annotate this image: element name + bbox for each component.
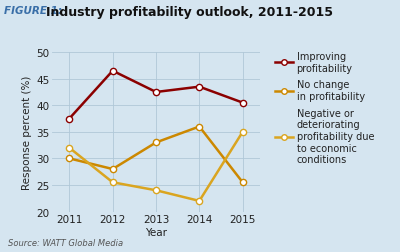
Legend: Improving
profitability, No change
in profitability, Negative or
deteriorating
p: Improving profitability, No change in pr… bbox=[273, 50, 376, 167]
Y-axis label: Response percent (%): Response percent (%) bbox=[22, 75, 32, 189]
Text: FIGURE 1:: FIGURE 1: bbox=[4, 6, 62, 16]
X-axis label: Year: Year bbox=[145, 227, 167, 237]
Text: Source: WATT Global Media: Source: WATT Global Media bbox=[8, 238, 123, 247]
Text: Industry profitability outlook, 2011-2015: Industry profitability outlook, 2011-201… bbox=[46, 6, 333, 19]
